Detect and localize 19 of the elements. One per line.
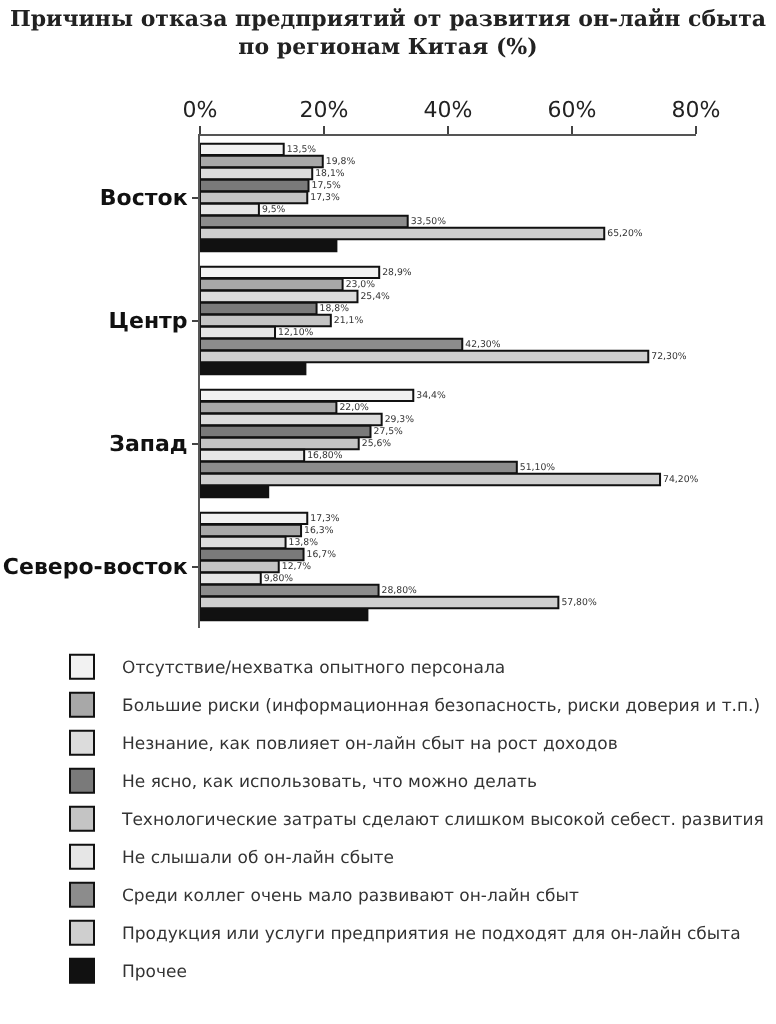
y-tick-label: Восток (99, 185, 189, 212)
chart-title: Причины отказа предприятий от развития он-лайн сбыта по регионам Китая (%) (9, 5, 767, 61)
y-tick-label: Центр (108, 308, 188, 335)
x-tick-label: 20% (299, 97, 349, 124)
x-tick-label: 40% (423, 97, 473, 124)
legend-label: Отсутствие/нехватка опытного персонала (122, 659, 506, 680)
legend-label: Продукция или услуги предприятия не подходят для он-лайн сбыта (122, 925, 741, 946)
x-tick-label: 0% (182, 97, 218, 124)
legend-label: Среди коллег очень мало развивают он-лайн сбыт (122, 887, 579, 908)
legend-label: Незнание, как повлияет он-лайн сбыт на рост доходов (122, 735, 618, 756)
legend-label: Не слышали об он-лайн сбыте (122, 849, 394, 870)
x-tick-label: 60% (547, 97, 597, 124)
legend-label: Технологические затраты сделают слишком высокой себест. развития (120, 811, 764, 832)
legend-label: Не ясно, как использовать, что можно делать (122, 773, 537, 794)
legend-label: Прочее (122, 963, 187, 984)
x-tick-label: 80% (671, 97, 721, 124)
y-tick-label: Северо-восток (2, 554, 189, 581)
y-tick-label: Запад (109, 431, 188, 458)
legend-label: Большие риски (информационная безопасность, риски доверия и т.п.) (122, 697, 761, 718)
